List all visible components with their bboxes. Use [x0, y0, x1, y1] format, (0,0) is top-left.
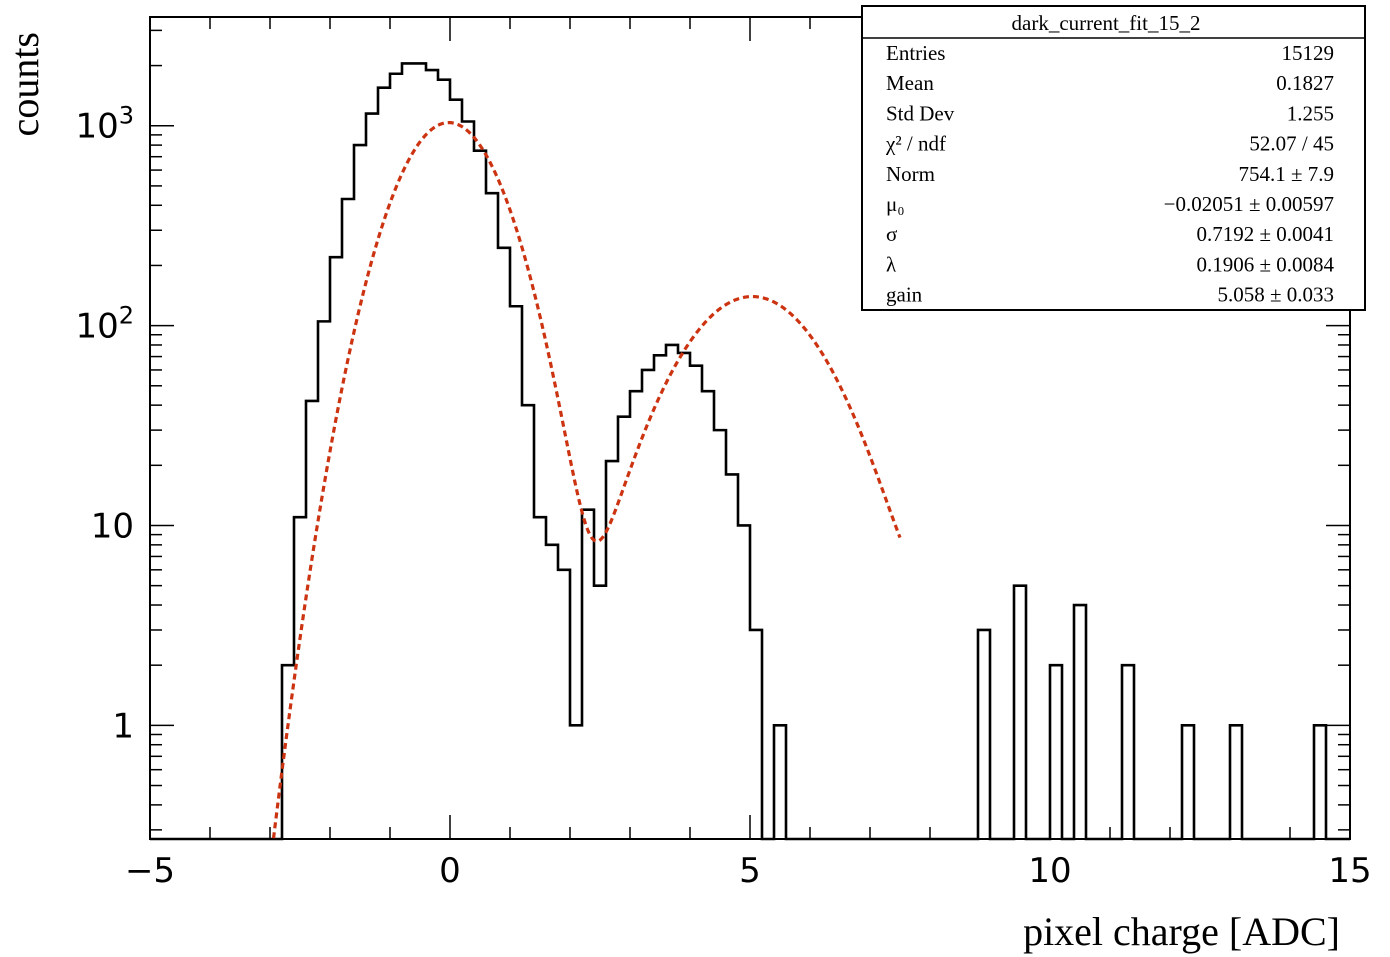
x-tick-label: 0 — [439, 851, 461, 891]
histogram-bin — [522, 405, 534, 839]
histogram-bin — [642, 370, 654, 839]
histogram-bin — [282, 665, 294, 839]
histogram-bins — [150, 62, 1350, 841]
stats-label: μ₀ — [886, 192, 905, 216]
stats-label: χ² / ndf — [885, 132, 946, 156]
histogram-bin — [558, 570, 570, 839]
histogram-bin — [702, 391, 714, 839]
histogram-bin — [618, 417, 630, 839]
histogram-bin — [678, 353, 690, 839]
histogram-bin — [462, 122, 474, 839]
histogram-bin — [1230, 725, 1242, 839]
y-tick-label: 1 — [112, 706, 134, 746]
histogram-bin — [366, 114, 378, 839]
histogram-bin — [498, 248, 510, 839]
histogram-bin — [654, 355, 666, 839]
x-tick-label: −5 — [125, 851, 175, 891]
histogram-bin — [414, 63, 426, 839]
histogram-bin — [426, 70, 438, 839]
histogram-bin — [714, 430, 726, 839]
stats-label: Norm — [886, 162, 935, 186]
y-axis-title: counts — [2, 32, 47, 136]
histogram-bin — [750, 630, 762, 839]
histogram-bin — [1014, 586, 1026, 839]
stats-value: 0.1906 ± 0.0084 — [1196, 252, 1334, 276]
stats-value: 1.255 — [1287, 101, 1334, 125]
histogram-bin — [1122, 665, 1134, 839]
histogram-bin — [1314, 725, 1326, 839]
stats-value: 0.7192 ± 0.0041 — [1196, 222, 1334, 246]
stats-label: Std Dev — [886, 101, 955, 125]
stats-label: λ — [886, 252, 897, 276]
histogram-bin — [534, 517, 546, 839]
histogram-bin — [510, 306, 522, 839]
stats-box-title: dark_current_fit_15_2 — [1012, 11, 1201, 35]
x-tick-label: 10 — [1028, 851, 1071, 891]
stats-label: Entries — [886, 41, 945, 65]
stats-box: dark_current_fit_15_2 Entries 15129 Mean 0.… — [861, 5, 1366, 311]
histogram-bin — [594, 586, 606, 839]
histogram-bin — [582, 510, 594, 839]
histogram-bin — [978, 630, 990, 839]
stats-label: gain — [886, 283, 923, 307]
stats-label: σ — [886, 222, 897, 246]
histogram-bin — [606, 461, 618, 839]
y-tick-label: 103 — [75, 102, 134, 147]
histogram-bin — [1050, 665, 1062, 839]
stats-value: 5.058 ± 0.033 — [1217, 283, 1334, 307]
histogram-bin — [450, 100, 462, 839]
x-axis-ticks: −5 0 5 10 15 — [125, 17, 1372, 891]
histogram-bin — [666, 345, 678, 839]
histogram-bin — [774, 725, 786, 839]
histogram-bin — [330, 257, 342, 839]
stats-value: 15129 — [1282, 41, 1335, 65]
x-axis-title: pixel charge [ADC] — [1023, 909, 1340, 954]
histogram-bin — [1074, 605, 1086, 839]
histogram-bin — [318, 321, 330, 839]
histogram-bin — [306, 401, 318, 839]
histogram-bin — [1182, 725, 1194, 839]
histogram-bin — [738, 525, 750, 839]
histogram-bin — [474, 151, 486, 839]
x-tick-label: 15 — [1328, 851, 1371, 891]
histogram-bin — [402, 63, 414, 839]
histogram-bin — [630, 391, 642, 839]
histogram-bin — [726, 474, 738, 839]
histogram-bin — [546, 545, 558, 839]
histogram-bin — [342, 199, 354, 839]
histogram-outline — [150, 62, 1350, 841]
stats-value: 0.1827 — [1276, 71, 1334, 95]
stats-box-frame — [861, 5, 1366, 311]
stats-rows: Entries 15129 Mean 0.1827 Std Dev 1.255 χ² / n… — [885, 41, 1334, 307]
x-tick-label: 5 — [739, 851, 761, 891]
histogram-bin — [690, 366, 702, 839]
histogram-bin — [570, 725, 582, 839]
stats-label: Mean — [886, 71, 934, 95]
stats-value: −0.02051 ± 0.00597 — [1164, 192, 1334, 216]
stats-value: 52.07 / 45 — [1249, 132, 1334, 156]
histogram-bin — [378, 88, 390, 839]
histogram-bin — [438, 80, 450, 839]
y-tick-label: 102 — [75, 302, 134, 347]
y-tick-label: 10 — [91, 506, 134, 546]
stats-value: 754.1 ± 7.9 — [1238, 162, 1334, 186]
histogram-bin — [486, 193, 498, 839]
histogram-bin — [354, 145, 366, 839]
